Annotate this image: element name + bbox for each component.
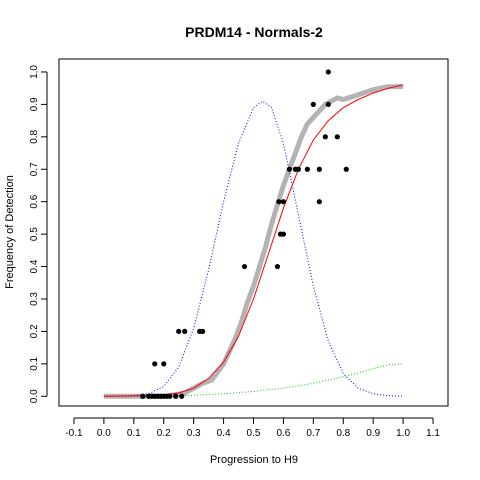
y-tick-label: 0.2: [29, 324, 40, 338]
y-tick-label: 0.0: [29, 389, 40, 403]
observed-point: [325, 69, 331, 75]
observed-point: [179, 393, 185, 399]
y-tick-label: 0.1: [29, 356, 40, 370]
observed-point: [274, 263, 281, 270]
observed-point: [316, 199, 322, 205]
observed-point: [200, 328, 206, 335]
y-tick-label: 0.8: [29, 129, 40, 143]
x-tick-label: 0.8: [336, 428, 350, 439]
axes-layer: -0.1 0.0 0.1 0.2 0.3 0.4 0.5 0.6 0.7 0.8 0.9 1.0 1.1…: [29, 65, 440, 439]
plot-frame: [58, 58, 449, 407]
x-tick-label: -0.1: [65, 428, 83, 439]
observed-point: [295, 166, 301, 172]
observed-point: [173, 393, 179, 399]
observed-point: [325, 101, 331, 108]
observed-point: [286, 166, 293, 172]
observed-point: [316, 166, 322, 172]
x-tick-label: 0.5: [247, 428, 261, 439]
x-tick-label: 0.1: [127, 428, 141, 439]
observed-point: [182, 328, 188, 335]
observed-point: [167, 393, 173, 399]
green-curve-line: [103, 363, 404, 397]
x-tick-label: 1.0: [396, 428, 410, 439]
observed-point: [152, 361, 158, 367]
observed-point: [241, 263, 248, 270]
y-tick-label: 0.4: [29, 259, 40, 273]
y-tick-label: 0.6: [29, 194, 40, 208]
y-tick-label: 0.9: [29, 97, 40, 111]
y-tick-label: 1.0: [29, 65, 40, 79]
x-axis-label: Progression to H9: [210, 454, 298, 466]
x-tick-label: 0.6: [276, 428, 290, 439]
y-tick-label: 0.5: [29, 227, 40, 241]
fitted-series-line: [103, 84, 404, 397]
observed-point: [304, 166, 310, 172]
x-tick-label: 0.2: [157, 428, 171, 439]
blue-curve-line: [103, 100, 404, 397]
observed-point: [276, 199, 282, 205]
x-tick-label: 0.7: [306, 428, 320, 439]
observed-point: [280, 199, 287, 205]
series-layer: [103, 69, 404, 399]
chart-title: PRDM14 - Normals-2: [185, 24, 323, 40]
y-axis-label: Frequency of Detection: [4, 175, 16, 289]
x-tick-label: 0.9: [366, 428, 380, 439]
observed-point: [280, 231, 287, 237]
observed-point: [322, 134, 328, 140]
y-tick-label: 0.3: [29, 292, 40, 306]
x-tick-label: 0.0: [97, 428, 111, 439]
observed-point: [310, 101, 316, 108]
observed-point: [334, 134, 340, 140]
observed-point: [176, 328, 182, 335]
x-tick-label: 0.4: [217, 428, 231, 439]
observed-point: [343, 166, 349, 172]
x-tick-label: 1.1: [426, 428, 440, 439]
observed-point: [140, 393, 146, 399]
x-tick-label: 0.3: [187, 428, 201, 439]
observed-point: [161, 361, 167, 367]
y-tick-label: 0.7: [29, 162, 40, 176]
